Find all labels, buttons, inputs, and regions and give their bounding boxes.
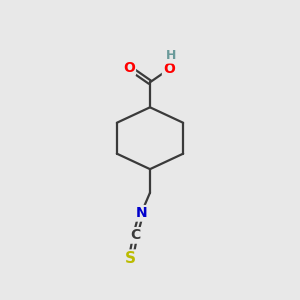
Text: O: O [123, 61, 135, 75]
Text: C: C [130, 228, 140, 242]
Text: N: N [135, 206, 147, 220]
Text: S: S [125, 251, 136, 266]
Text: H: H [165, 49, 176, 62]
Text: O: O [163, 62, 175, 76]
